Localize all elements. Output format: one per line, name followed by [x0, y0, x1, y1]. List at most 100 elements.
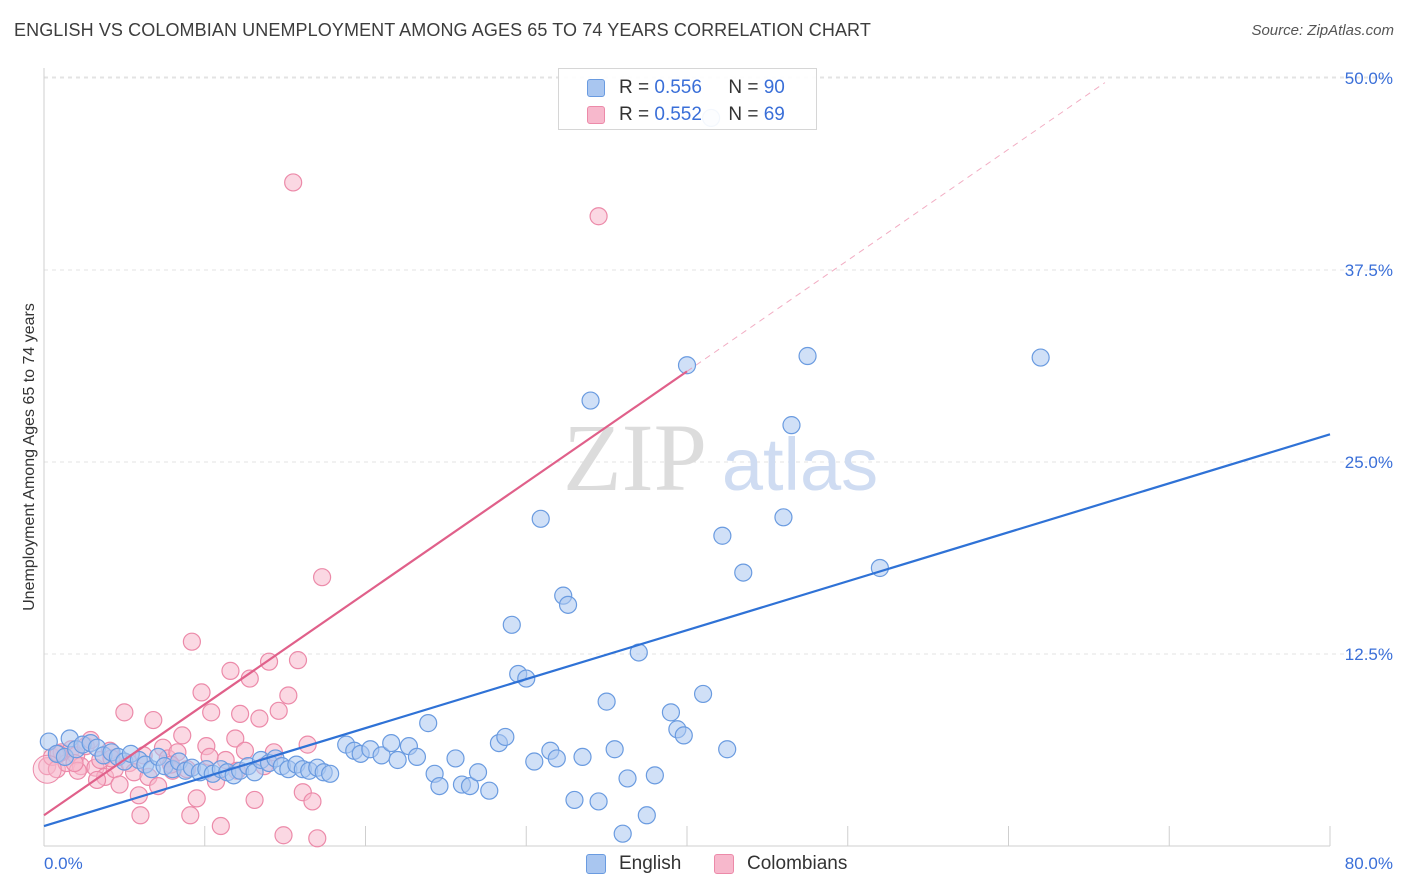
english-point [734, 563, 753, 582]
watermark: ZIP atlas [563, 404, 878, 511]
colombian-point [211, 816, 230, 836]
colombian-point [131, 806, 150, 825]
english-point [645, 766, 664, 785]
english-point [677, 356, 697, 375]
english-point [589, 792, 608, 811]
english-point [718, 740, 737, 759]
english-point [531, 509, 550, 528]
english-point [502, 615, 521, 634]
english-point [637, 806, 656, 825]
english-point [774, 508, 793, 527]
english-point [547, 749, 566, 768]
source-label: Source: ZipAtlas.com [1251, 22, 1394, 39]
english-point [468, 763, 488, 782]
axes [43, 68, 1331, 847]
y-tick-label: 25.0% [1345, 453, 1393, 472]
tick-labels: 12.5% 25.0% 37.5% 50.0% 0.0% 80.0% [44, 69, 1393, 873]
english-point [798, 346, 817, 366]
colombian-point [187, 789, 206, 808]
english-point [618, 769, 637, 788]
colombian-point [279, 686, 298, 705]
chart-title: ENGLISH VS COLOMBIAN UNEMPLOYMENT AMONG … [14, 20, 871, 40]
colombian-r-value: 0.552 [654, 104, 702, 125]
english-points [39, 108, 1050, 843]
english-trend-line [43, 433, 1331, 828]
english-point [674, 726, 693, 745]
legend-english-text: R = 0.556 N = 90 [619, 77, 785, 99]
colombian-point [144, 710, 163, 730]
english-point [597, 692, 616, 711]
english-point [573, 747, 592, 767]
english-point [496, 727, 515, 747]
colombian-point [284, 173, 303, 192]
english-r-value: 0.556 [654, 77, 702, 98]
english-point [388, 750, 407, 770]
colombian-point [202, 703, 221, 722]
correlation-legend: R = 0.556 N = 90 R = 0.552 N = 69 [558, 68, 817, 130]
trend-lines [43, 82, 1331, 828]
series-legend: English Colombians [0, 851, 1406, 879]
colombian-point [115, 703, 134, 722]
english-point [1031, 348, 1050, 367]
english-r-label: R = [619, 77, 650, 98]
colombian-point [250, 709, 269, 728]
english-point [661, 703, 681, 722]
y-tick-label: 37.5% [1345, 261, 1393, 280]
colombian-trend-extension [686, 82, 1106, 372]
colombian-point [181, 806, 200, 825]
legend-colombian-text: R = 0.552 N = 69 [619, 104, 785, 126]
english-n-label: N = [728, 77, 759, 98]
english-legend-swatch [586, 854, 606, 874]
colombian-swatch [587, 106, 605, 124]
english-point [613, 824, 632, 843]
colombian-point [589, 207, 608, 226]
watermark-atlas: atlas [722, 423, 878, 506]
colombian-point [110, 775, 129, 794]
english-point [525, 752, 544, 771]
grid-lines [44, 76, 1385, 655]
english-point [407, 747, 427, 767]
english-point [693, 684, 713, 704]
colombian-point [274, 826, 293, 845]
colombian-point [226, 729, 245, 748]
english-point [782, 416, 801, 435]
x-tick-label-max: 80.0% [1345, 854, 1393, 873]
english-point [382, 733, 401, 753]
english-n-value: 90 [763, 77, 785, 98]
watermark-zip: ZIP [563, 404, 707, 511]
colombian-point [235, 741, 255, 760]
english-point [430, 776, 449, 796]
colombian-point [269, 701, 288, 720]
colombian-point [308, 829, 327, 848]
colombian-point [182, 632, 201, 651]
y-tick-label: 12.5% [1345, 645, 1393, 664]
colombian-point [303, 792, 322, 811]
colombian-legend-swatch [714, 854, 734, 874]
english-point [581, 391, 600, 410]
colombian-point [192, 683, 211, 702]
english-point [605, 740, 624, 759]
english-point [419, 714, 438, 733]
english-swatch [587, 79, 605, 97]
english-point [460, 776, 480, 796]
colombian-points [32, 173, 608, 848]
colombian-trend-line [43, 370, 688, 817]
english-legend-label: English [619, 853, 682, 874]
colombian-legend-label: Colombians [747, 853, 848, 874]
english-point [713, 526, 732, 545]
y-axis-label: Unemployment Among Ages 65 to 74 years [21, 303, 38, 611]
y-tick-label: 50.0% [1345, 69, 1393, 88]
colombian-point [221, 661, 240, 680]
colombian-point [231, 704, 250, 724]
english-point [321, 764, 340, 783]
english-point [446, 749, 465, 768]
colombian-point [288, 651, 308, 670]
english-point [565, 790, 584, 810]
english-point [480, 781, 499, 800]
colombian-point [245, 790, 264, 810]
colombian-n-label: N = [728, 104, 759, 125]
english-point [558, 595, 578, 614]
colombian-point [312, 568, 332, 587]
colombian-r-label: R = [619, 104, 650, 125]
